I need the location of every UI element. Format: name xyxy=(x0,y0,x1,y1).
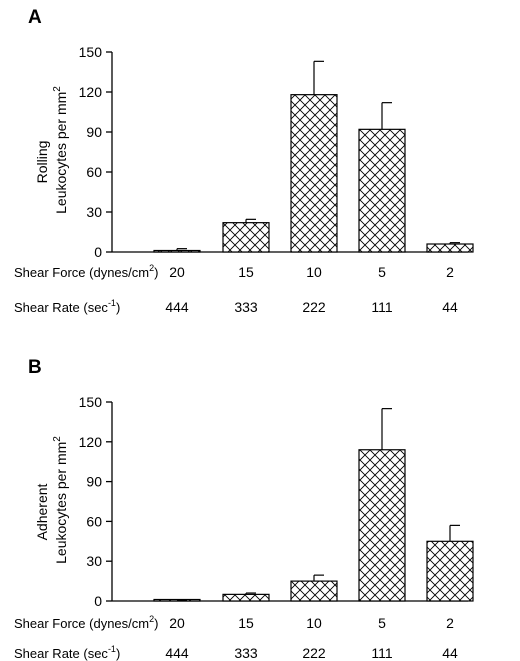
shear-rate-value: 222 xyxy=(302,645,326,661)
bar xyxy=(222,222,270,253)
shear-rate-value: 111 xyxy=(371,299,392,315)
y-tick-label: 30 xyxy=(86,553,102,569)
shear-rate-label-a: Shear Rate (sec-1) xyxy=(14,298,120,315)
y-tick-label: 150 xyxy=(79,44,103,60)
y-tick-label: 120 xyxy=(79,434,103,450)
bar xyxy=(358,128,406,253)
ylabel-a-line2: Leukocytes per mm2 xyxy=(52,86,69,214)
y-tick-label: 90 xyxy=(86,124,102,140)
shear-force-value: 10 xyxy=(306,615,322,631)
y-tick-label: 0 xyxy=(94,593,102,609)
shear-rate-value: 444 xyxy=(165,645,189,661)
panel-b: B 0 30 60 90 120 150 Adherent Leukocytes per … xyxy=(14,357,474,661)
shear-force-value: 2 xyxy=(446,615,454,631)
shear-rate-value: 222 xyxy=(302,299,326,315)
shear-force-label-a: Shear Force (dynes/cm2) xyxy=(14,263,158,280)
shear-values-b: 20 15 10 5 2 444 333 222 111 44 xyxy=(165,615,458,661)
shear-force-value: 20 xyxy=(169,264,185,280)
ylabel-b-line2: Leukocytes per mm2 xyxy=(52,436,69,564)
y-tick-label: 60 xyxy=(86,513,102,529)
shear-force-value: 5 xyxy=(378,264,386,280)
shear-rate-value: 333 xyxy=(234,645,258,661)
shear-force-value: 15 xyxy=(238,615,254,631)
shear-force-label-b: Shear Force (dynes/cm2) xyxy=(14,614,158,631)
bar xyxy=(426,540,474,602)
shear-force-value: 10 xyxy=(306,264,322,280)
y-tick-label: 30 xyxy=(86,204,102,220)
shear-rate-label-b: Shear Rate (sec-1) xyxy=(14,644,120,661)
bar xyxy=(426,243,474,253)
y-tick-label: 60 xyxy=(86,164,102,180)
chart-b: 0 30 60 90 120 150 xyxy=(79,394,474,609)
y-tick-label: 0 xyxy=(94,244,102,260)
shear-rate-value: 333 xyxy=(234,299,258,315)
y-tick-label: 90 xyxy=(86,474,102,490)
ylabel-a-line1: Rolling xyxy=(34,141,50,184)
shear-force-value: 2 xyxy=(446,264,454,280)
y-tick-label: 120 xyxy=(79,84,103,100)
shear-rate-value: 111 xyxy=(371,645,392,661)
shear-force-value: 15 xyxy=(238,264,254,280)
shear-rate-value: 44 xyxy=(442,645,458,661)
panel-letter-b: B xyxy=(28,357,42,378)
bar xyxy=(290,580,338,602)
bar xyxy=(290,94,338,253)
shear-force-value: 5 xyxy=(378,615,386,631)
bar xyxy=(222,593,270,602)
bar xyxy=(153,249,201,253)
chart-a: 0 30 60 90 120 150 xyxy=(79,44,474,260)
shear-rate-value: 444 xyxy=(165,299,189,315)
bar xyxy=(358,449,406,602)
panel-letter-a: A xyxy=(28,7,42,28)
ylabel-b-line1: Adherent xyxy=(34,483,50,540)
panel-a: A 0 30 60 90 120 150 Rolling Leukocytes per m… xyxy=(14,7,474,315)
shear-force-value: 20 xyxy=(169,615,185,631)
y-tick-label: 150 xyxy=(79,394,103,410)
shear-rate-value: 44 xyxy=(442,299,458,315)
shear-values-a: 20 15 10 5 2 444 333 222 111 44 xyxy=(165,264,458,315)
